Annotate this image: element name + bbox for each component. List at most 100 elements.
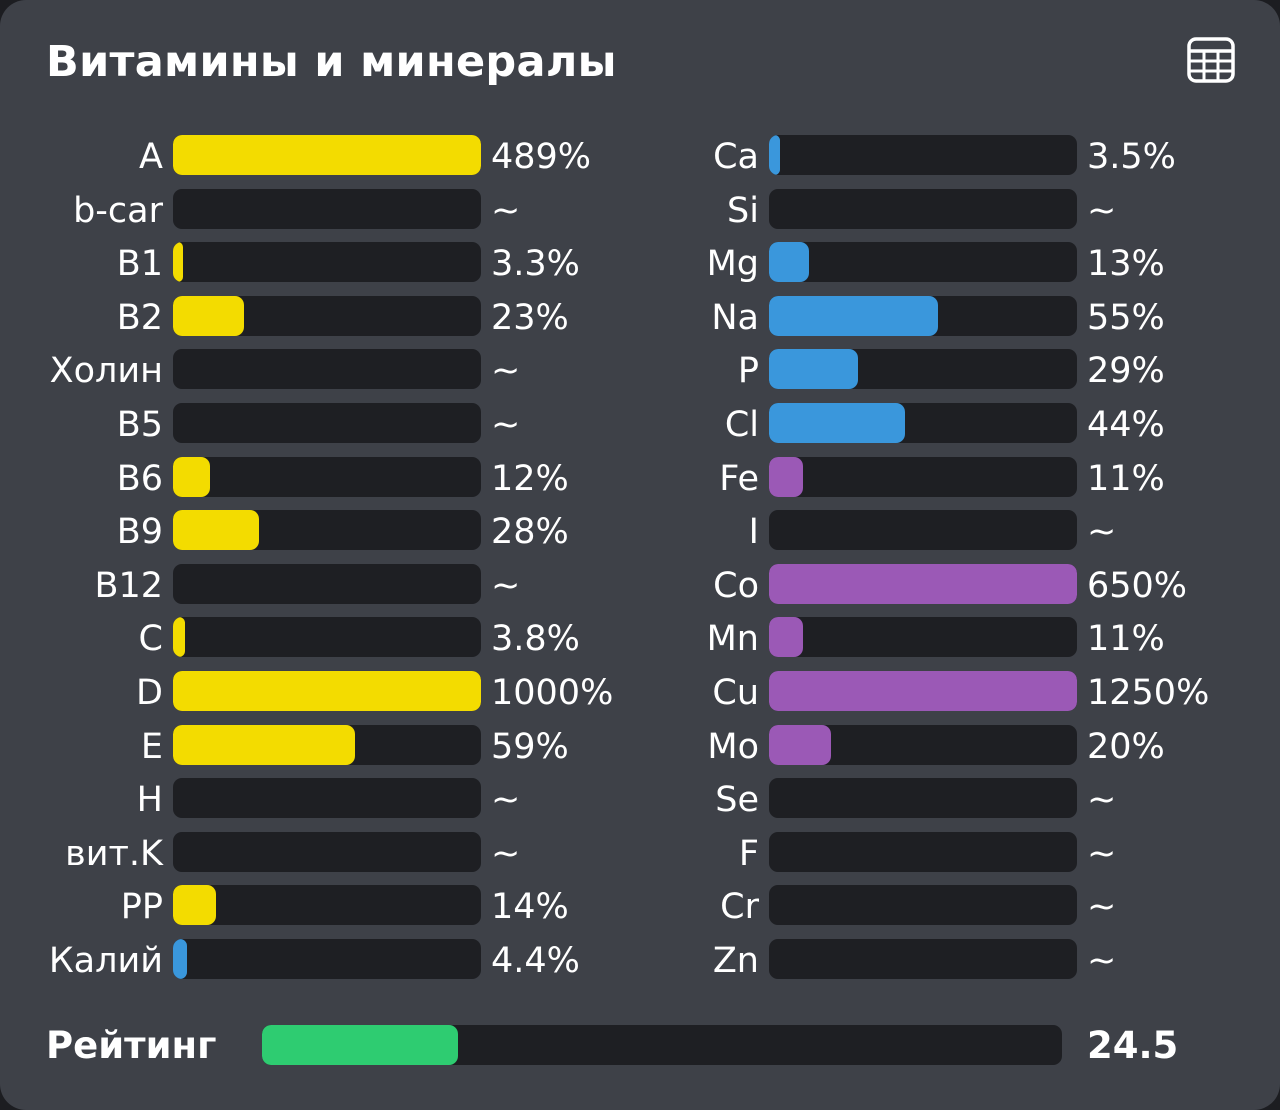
vitamin-value: 1000% — [491, 673, 614, 713]
mineral-bar-track — [769, 831, 1077, 872]
vitamin-bar-track — [173, 617, 481, 658]
vitamin-bar-fill — [173, 242, 184, 283]
vitamin-bar-fill — [173, 135, 481, 175]
mineral-label: Cr — [720, 887, 759, 928]
vitamin-bar-track — [173, 563, 481, 604]
vitamin-bar-fill — [173, 671, 481, 711]
vitamin-label: B1 — [116, 244, 163, 285]
card-title: Витамины и минералы — [46, 37, 617, 87]
vitamin-bar-track — [173, 939, 481, 979]
vitamin-bar-track — [173, 456, 481, 497]
vitamin-label: Калий — [48, 941, 163, 981]
mineral-bar-fill — [769, 403, 905, 443]
vitamin-bar-track — [173, 403, 481, 443]
rating-bar-track — [262, 1025, 1062, 1065]
vitamin-bar-track — [173, 295, 481, 336]
mineral-bar-fill — [769, 456, 803, 497]
mineral-value: ~ — [1087, 512, 1117, 553]
vitamin-label: B9 — [116, 512, 163, 553]
vitamin-value: ~ — [491, 833, 521, 874]
mineral-label: F — [738, 833, 759, 874]
vitamin-value: 4.4% — [491, 941, 580, 981]
mineral-label: I — [748, 512, 759, 553]
mineral-label: Mo — [707, 726, 759, 767]
vitamin-bar-track — [173, 724, 481, 765]
mineral-bar-track — [769, 295, 1077, 336]
vitamin-label: Холин — [49, 351, 163, 392]
table-view-icon[interactable] — [1186, 36, 1236, 86]
vitamin-bar-track — [173, 135, 481, 175]
vitamin-bar-track — [173, 349, 481, 390]
mineral-bar-fill — [769, 671, 1077, 711]
mineral-label: Cu — [712, 673, 759, 713]
mineral-bar-fill — [769, 242, 810, 283]
vitamin-value: 12% — [491, 458, 569, 499]
mineral-value: 650% — [1087, 565, 1188, 606]
mineral-bar-track — [769, 188, 1077, 229]
vitamin-row: B6 12% — [0, 452, 680, 506]
mineral-bar-track — [769, 403, 1077, 443]
vitamin-label: вит.K — [65, 833, 163, 874]
vitamin-value: ~ — [491, 190, 521, 231]
mineral-bar-track — [769, 349, 1077, 390]
mineral-label: Na — [711, 297, 759, 338]
vitamin-bar-fill — [173, 456, 210, 497]
mineral-bar-fill — [769, 617, 803, 658]
vitamin-label: C — [138, 619, 163, 660]
mineral-label: Si — [727, 190, 759, 231]
mineral-row: P 29% — [596, 344, 1276, 398]
vitamin-row: D 1000% — [0, 666, 680, 720]
vitamin-bar-track — [173, 885, 481, 926]
mineral-value: 13% — [1087, 244, 1165, 285]
mineral-label: Fe — [719, 458, 759, 499]
mineral-value: ~ — [1087, 780, 1117, 821]
mineral-bar-track — [769, 510, 1077, 551]
vitamin-value: ~ — [491, 405, 521, 445]
vitamin-row: C 3.8% — [0, 612, 680, 666]
vitamin-row: b-car ~ — [0, 184, 680, 238]
mineral-bar-track — [769, 939, 1077, 979]
vitamin-label: H — [136, 780, 163, 821]
vitamin-row: B5 ~ — [0, 398, 680, 452]
mineral-bar-fill — [769, 135, 780, 175]
mineral-label: Mg — [706, 244, 759, 285]
vitamin-row: A 489% — [0, 130, 680, 184]
mineral-label: Se — [715, 780, 759, 821]
mineral-row: Se ~ — [596, 773, 1276, 827]
vitamin-bar-fill — [173, 510, 260, 551]
mineral-row: Ca 3.5% — [596, 130, 1276, 184]
mineral-bar-track — [769, 617, 1077, 658]
vitamin-label: PP — [120, 887, 163, 928]
mineral-bar-fill — [769, 563, 1077, 604]
vitamin-value: 28% — [491, 512, 569, 553]
mineral-value: ~ — [1087, 887, 1117, 928]
mineral-bar-track — [769, 563, 1077, 604]
mineral-bar-track — [769, 456, 1077, 497]
mineral-value: 44% — [1087, 405, 1165, 445]
mineral-row: Zn ~ — [596, 934, 1276, 988]
mineral-bar-track — [769, 724, 1077, 765]
vitamin-bar-track — [173, 188, 481, 229]
vitamin-bar-fill — [173, 617, 185, 658]
mineral-row: Cu 1250% — [596, 666, 1276, 720]
mineral-bar-track — [769, 885, 1077, 926]
vitamin-label: B2 — [116, 297, 163, 338]
mineral-row: Si ~ — [596, 184, 1276, 238]
mineral-value: 1250% — [1087, 673, 1210, 713]
vitamin-row: B2 23% — [0, 291, 680, 345]
mineral-value: 20% — [1087, 726, 1165, 767]
vitamin-label: B5 — [116, 405, 163, 445]
vitamin-label: D — [136, 673, 163, 713]
mineral-value: 3.5% — [1087, 137, 1176, 177]
mineral-row: Na 55% — [596, 291, 1276, 345]
vitamin-label: E — [140, 726, 163, 767]
vitamin-row: B9 28% — [0, 505, 680, 559]
vitamin-row: H ~ — [0, 773, 680, 827]
vitamin-value: 3.8% — [491, 619, 580, 660]
vitamin-bar-track — [173, 671, 481, 711]
mineral-bar-track — [769, 778, 1077, 819]
vitamin-value: 23% — [491, 297, 569, 338]
vitamin-row: B1 3.3% — [0, 237, 680, 291]
vitamin-label: A — [139, 137, 163, 177]
